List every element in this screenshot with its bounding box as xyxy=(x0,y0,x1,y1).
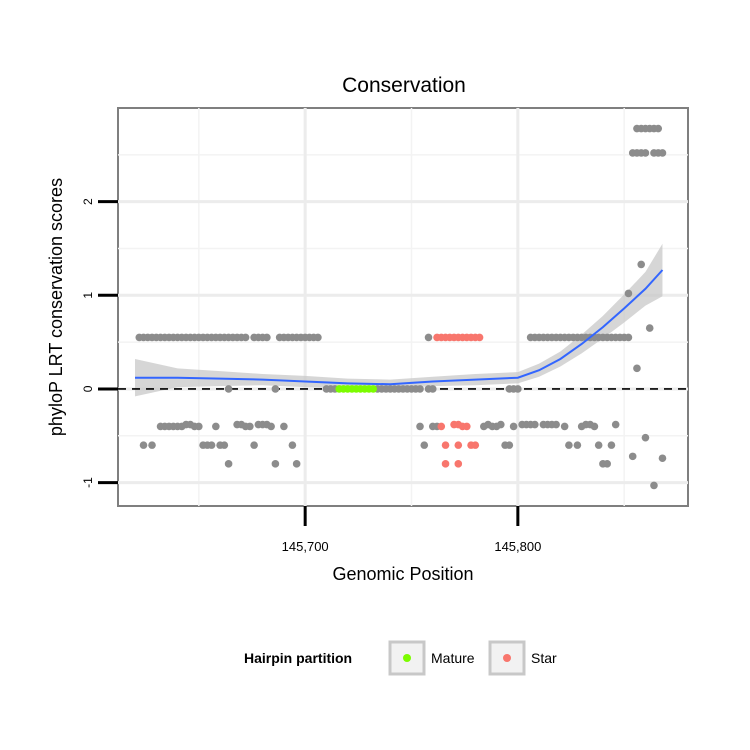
x-tick-label: 145,700 xyxy=(282,539,329,554)
y-tick-label: 0 xyxy=(81,385,95,392)
point-other xyxy=(603,460,611,468)
point-other xyxy=(641,433,650,442)
point-other xyxy=(607,441,616,449)
legend: Hairpin partition Mature Star xyxy=(244,640,557,676)
point-star xyxy=(471,441,480,449)
point-star xyxy=(463,422,471,431)
point-other xyxy=(628,452,637,461)
chart-title: Conservation xyxy=(342,74,466,97)
y-tick-label: 1 xyxy=(81,292,95,299)
point-other xyxy=(271,385,280,393)
legend-dot-mature xyxy=(403,654,411,662)
point-other xyxy=(509,422,518,431)
point-other xyxy=(424,333,433,342)
point-other xyxy=(271,460,280,468)
point-other xyxy=(552,420,560,429)
point-other xyxy=(241,333,250,342)
point-other xyxy=(590,422,599,431)
point-other xyxy=(645,324,654,332)
point-other xyxy=(416,422,424,431)
legend-title: Hairpin partition xyxy=(244,650,352,666)
point-other xyxy=(224,385,233,393)
point-star xyxy=(441,460,450,468)
y-axis-label: phyloP LRT conservation scores xyxy=(46,178,66,436)
point-other xyxy=(565,441,573,449)
point-other xyxy=(624,289,633,298)
point-other xyxy=(288,441,297,449)
point-other xyxy=(560,422,569,431)
point-star xyxy=(475,333,484,342)
point-star xyxy=(454,441,463,449)
point-other xyxy=(531,420,539,429)
point-other xyxy=(637,260,646,269)
smooth-ribbon xyxy=(135,243,663,397)
point-other xyxy=(611,420,620,429)
point-other xyxy=(650,481,658,490)
point-other xyxy=(250,441,258,449)
x-axis-label: Genomic Position xyxy=(332,564,473,584)
y-tick-label: -1 xyxy=(81,477,95,488)
point-star xyxy=(437,422,446,431)
legend-label-star: Star xyxy=(531,650,557,666)
point-other xyxy=(497,420,505,429)
point-other xyxy=(224,460,233,468)
point-other xyxy=(267,422,275,431)
point-other xyxy=(148,441,156,449)
point-other xyxy=(420,441,429,449)
point-other xyxy=(207,441,216,449)
data-points xyxy=(135,124,667,490)
point-other xyxy=(654,124,663,133)
point-other xyxy=(505,441,514,449)
point-other xyxy=(416,385,424,393)
point-other xyxy=(246,422,254,431)
point-other xyxy=(263,333,271,342)
point-other xyxy=(195,422,203,431)
point-other xyxy=(594,441,603,449)
point-other xyxy=(514,385,522,393)
x-axis-ticks: 145,700 145,800 xyxy=(282,506,541,554)
point-other xyxy=(573,441,582,449)
smooth-curve xyxy=(135,269,664,386)
point-other xyxy=(220,441,229,449)
plot-panel xyxy=(117,107,689,507)
point-other xyxy=(658,149,667,157)
y-axis-ticks: -1 0 1 2 xyxy=(81,198,118,488)
point-other xyxy=(624,333,633,342)
point-star xyxy=(454,460,463,468)
confidence-ribbon xyxy=(135,243,663,397)
point-other xyxy=(314,333,322,342)
y-tick-label: 2 xyxy=(81,198,95,205)
x-tick-label: 145,800 xyxy=(494,539,541,554)
legend-label-mature: Mature xyxy=(431,650,475,666)
smooth-line xyxy=(135,269,664,386)
point-star xyxy=(441,441,450,449)
legend-dot-star xyxy=(503,654,511,662)
point-other xyxy=(641,149,650,157)
point-other xyxy=(280,422,288,431)
point-other xyxy=(292,460,301,468)
point-other xyxy=(139,441,148,449)
point-other xyxy=(212,422,220,431)
point-mature xyxy=(369,385,378,393)
point-other xyxy=(658,454,667,463)
point-other xyxy=(428,385,437,393)
point-other xyxy=(633,364,641,373)
